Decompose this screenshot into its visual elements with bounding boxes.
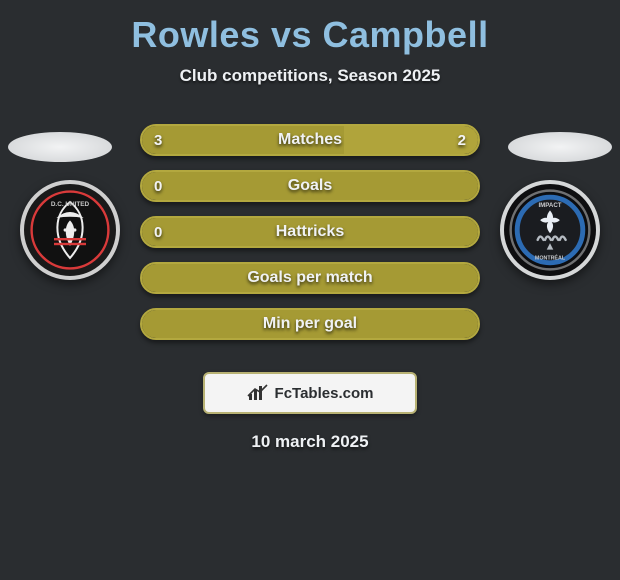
- stat-label: Matches: [278, 131, 342, 149]
- stat-value-left: 0: [154, 178, 162, 195]
- subtitle: Club competitions, Season 2025: [0, 66, 620, 86]
- stat-value-left: 0: [154, 224, 162, 241]
- stat-label: Goals: [288, 177, 332, 195]
- stat-label: Min per goal: [263, 315, 357, 333]
- stat-label: Hattricks: [276, 223, 344, 241]
- stat-bar-goals: 0 Goals: [140, 170, 480, 202]
- cf-montreal-icon: IMPACT MONTRÉAL: [509, 189, 591, 271]
- team-crest-right: IMPACT MONTRÉAL: [500, 180, 600, 280]
- right-pedestal: [508, 132, 612, 162]
- left-pedestal: [8, 132, 112, 162]
- stat-value-right: 2: [458, 132, 466, 149]
- date-text: 10 march 2025: [0, 432, 620, 452]
- chart-icon: [247, 384, 269, 402]
- stat-value-left: 3: [154, 132, 162, 149]
- stat-bar-hattricks: 0 Hattricks: [140, 216, 480, 248]
- svg-text:MONTRÉAL: MONTRÉAL: [535, 254, 566, 262]
- stat-bar-goals-per-match: Goals per match: [140, 262, 480, 294]
- svg-text:IMPACT: IMPACT: [538, 202, 561, 209]
- watermark-text: FcTables.com: [275, 385, 374, 402]
- player2-name: Campbell: [323, 14, 489, 55]
- dc-united-icon: D.C. UNITED: [30, 190, 110, 270]
- team-crest-left: D.C. UNITED: [20, 180, 120, 280]
- stat-bar-matches: 3 2 Matches: [140, 124, 480, 156]
- player1-name: Rowles: [131, 14, 260, 55]
- watermark[interactable]: FcTables.com: [203, 372, 417, 414]
- comparison-arena: D.C. UNITED IMPACT MONTRÉAL: [0, 114, 620, 364]
- stat-bars: 3 2 Matches 0 Goals 0 Hattricks Goals per match…: [140, 124, 480, 354]
- stat-label: Goals per match: [247, 269, 372, 287]
- page-title: Rowles vs Campbell: [0, 0, 620, 56]
- svg-text:D.C. UNITED: D.C. UNITED: [51, 201, 90, 208]
- stat-bar-min-per-goal: Min per goal: [140, 308, 480, 340]
- vs-text: vs: [271, 14, 312, 55]
